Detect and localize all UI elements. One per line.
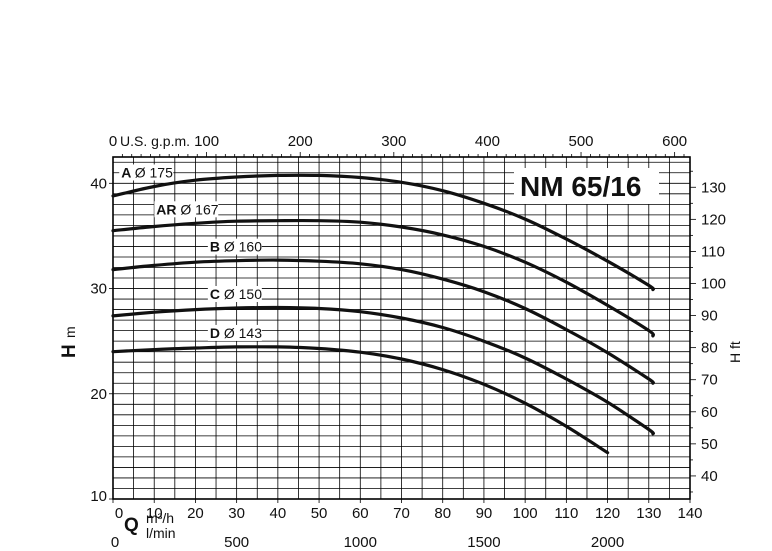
x-tick-label: 120: [595, 505, 620, 522]
y-right-tick-label: 80: [701, 340, 718, 357]
curve-letter: C: [210, 286, 224, 302]
curve-letter: A: [121, 164, 134, 180]
y-left-unit: m: [62, 326, 78, 338]
curve-label-text: C Ø 150: [210, 286, 262, 302]
x-tick-label: 90: [476, 505, 493, 522]
y-right-unit: H ft: [727, 341, 743, 363]
y-right-tick-label: 110: [701, 243, 725, 260]
x-tick-label: 60: [352, 505, 369, 522]
x-tick-label: 40: [270, 505, 287, 522]
y-left-tick-label: 20: [90, 386, 107, 403]
curve-b: [111, 258, 655, 385]
curve-label-ar: AR Ø 167: [154, 201, 219, 218]
x-tick-label: 110: [554, 505, 578, 522]
y-left-tick-label: 40: [90, 175, 107, 192]
curve-letter: B: [210, 239, 224, 255]
curve-label-text: B Ø 160: [210, 239, 262, 255]
curve-label-text: A Ø 175: [121, 164, 173, 180]
curve-layer: [111, 173, 655, 455]
lmin-tick-label: 500: [224, 534, 249, 551]
x-tick-label: 100: [513, 505, 538, 522]
y-left-symbol: H: [59, 344, 80, 358]
y-right-tick-label: 120: [701, 211, 726, 228]
curve-label-a: A Ø 175: [119, 164, 174, 181]
top-tick-label: 500: [569, 133, 594, 150]
curve-ar: [111, 218, 655, 338]
y-left-tick-label: 30: [90, 281, 107, 298]
curve-diameter: Ø 160: [224, 239, 262, 255]
curve-diameter: Ø 143: [224, 325, 262, 341]
y-right-tick-label: 50: [701, 436, 718, 453]
y-right-tick-label: 70: [701, 372, 718, 389]
x-tick-label: 0: [115, 505, 123, 522]
curve-label-text: AR Ø 167: [156, 201, 218, 217]
x-tick-label: 50: [311, 505, 328, 522]
y-left-axis-label: H m: [59, 326, 80, 358]
q-symbol: Q: [124, 515, 139, 536]
top-tick-label: 100: [194, 133, 219, 150]
top-axis-unit-label: U.S. g.p.m.: [120, 133, 190, 149]
lmin-tick-label: 1500: [467, 534, 500, 551]
q-unit-lmin: l/min: [146, 525, 176, 541]
y-right-tick-label: 90: [701, 308, 718, 325]
lmin-tick-label: 0: [111, 534, 119, 551]
x-tick-label: 70: [393, 505, 410, 522]
top-tick-label: 400: [475, 133, 500, 150]
curve-diameter: Ø 175: [135, 164, 173, 180]
curve-a: [111, 173, 655, 292]
curve-label-layer: A Ø 175 AR Ø 167 B Ø 160 C Ø 150 D Ø 143: [119, 164, 262, 341]
curve-label-b: B Ø 160: [207, 238, 262, 255]
y-right-axis-label: H ft: [727, 341, 743, 363]
top-tick-label: 300: [381, 133, 406, 150]
curve-d: [111, 345, 610, 455]
y-right-tick-label: 100: [701, 275, 726, 292]
curve-label-bg: [207, 238, 262, 255]
top-tick-label: 600: [662, 133, 687, 150]
curve-label-bg: [207, 286, 262, 303]
curve-label-bg: [207, 324, 262, 341]
y-right-tick-label: 60: [701, 404, 718, 421]
y-right-tick-label: 40: [701, 468, 718, 485]
model-title-bg: [514, 168, 659, 204]
x-tick-label: 30: [228, 505, 245, 522]
curve-label-bg: [154, 201, 219, 218]
q-unit-m3h: m³/h: [146, 510, 174, 526]
curve-label-text: D Ø 143: [210, 325, 262, 341]
curve-letter: AR: [156, 201, 180, 217]
curve-diameter: Ø 167: [180, 201, 218, 217]
lmin-tick-label: 1000: [344, 534, 377, 551]
x-tick-label: 140: [677, 505, 702, 522]
curve-diameter: Ø 150: [224, 286, 262, 302]
x-tick-label: 80: [434, 505, 451, 522]
y-left-tick-label: 10: [90, 488, 107, 505]
lmin-tick-label: 2000: [591, 534, 624, 551]
top-tick-label: 200: [288, 133, 313, 150]
curve-letter: D: [210, 325, 224, 341]
x-tick-label: 10: [146, 505, 163, 522]
top-tick-label: 0: [109, 133, 117, 150]
curve-label-bg: [119, 164, 174, 181]
curve-label-c: C Ø 150: [207, 286, 262, 303]
curve-label-d: D Ø 143: [207, 324, 262, 341]
curve-c: [111, 305, 655, 436]
model-title: NM 65/16: [520, 171, 641, 202]
x-tick-label: 20: [187, 505, 204, 522]
y-right-tick-label: 130: [701, 179, 726, 196]
x-tick-label: 130: [636, 505, 661, 522]
